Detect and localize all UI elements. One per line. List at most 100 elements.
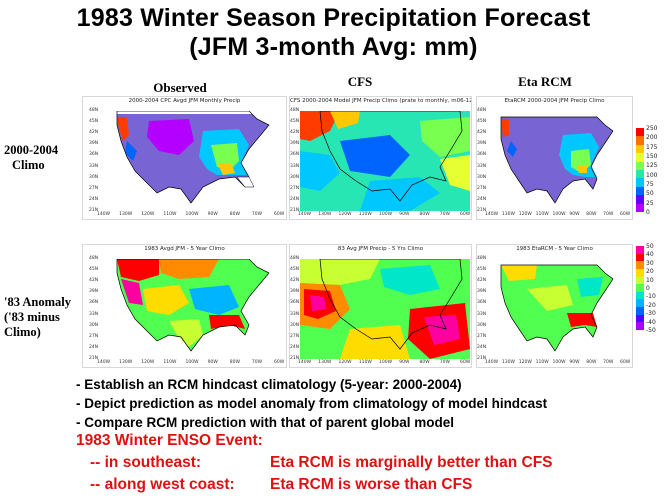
lat-tick-label: 33N [477,311,487,317]
row-label-climo-line2: Climo [12,158,45,172]
colorbar-climo-label: 200 [646,134,658,142]
colorbar-anomaly-label: 50 [646,243,654,250]
colorbar-anomaly-label: 0 [646,285,650,292]
lon-tick-label: 80W [419,212,430,217]
lon-tick-label: 140W [97,212,111,217]
lat-tick-label: 39N [477,289,487,295]
colorbar-climo: 250 200 175 150 125 100 75 50 25 0 [636,125,666,218]
lon-tick-label: 110W [535,212,549,217]
lat-tick-label: 42N [477,130,487,136]
lon-tick-label: 130W [119,212,133,217]
colorbar-climo-swatch [636,203,644,213]
row-label-anomaly-line3: Climo) [4,325,41,339]
map-panel-cfs-climo: CFS 2000-2004 Model JFM Precip Climo (pr… [289,96,472,220]
lon-tick-label: 70W [251,212,263,217]
lat-tick-label: 21N [89,208,99,213]
lon-tick-label: 90W [207,212,218,217]
row-label-anomaly-line2: ('83 minus [4,310,60,324]
lat-tick-label: 39N [290,289,300,295]
colorbar-anomaly-label: 30 [646,259,654,267]
colorbar-anomaly-swatch [636,268,644,278]
lat-tick-label: 27N [89,333,99,339]
colorbar-anomaly-label: -40 [646,318,656,326]
lat-tick-label: 30N [290,174,300,180]
enso-line1-region: -- in southeast: [90,454,202,471]
lat-tick-label: 24N [477,344,487,350]
lat-tick-label: 21N [89,356,99,361]
lon-tick-label: 110W [163,212,177,217]
lat-tick-label: 36N [477,152,487,158]
lat-tick-label: 27N [290,333,300,339]
colorbar-climo-label: 150 [646,153,658,160]
lon-tick-label: 140W [298,212,312,217]
lat-tick-label: 36N [477,300,487,306]
colorbar-climo-label: 0 [646,209,650,216]
lat-tick-label: 24N [290,344,300,350]
slide-title-line2: (JFM 3-month Avg: mm) [189,33,478,61]
lon-tick-label: 140W [485,212,499,217]
lon-tick-label: 70W [439,360,450,365]
lat-tick-label: 30N [477,322,487,328]
colorbar-climo-labels: 250 200 175 150 125 100 75 50 25 0 [646,125,666,218]
lat-tick-label: 36N [89,152,99,158]
colorbar-anomaly-swatch [636,276,644,285]
lat-tick-label: 30N [89,174,99,180]
colorbar-anomaly-swatch [636,291,644,300]
map-panel-cfs-anomaly: 83 Avg JFM Precip - 5 Yrs Climo 48N 45N 42… [289,244,472,368]
lat-tick-label: 24N [89,196,99,202]
lat-tick-label: 30N [89,322,99,328]
lat-tick-label: 45N [290,119,300,125]
lon-tick-label: 90W [569,360,580,365]
lat-tick-label: 48N [89,108,99,113]
colorbar-climo-label: 75 [646,181,654,188]
lon-tick-label: 100W [379,360,393,365]
lon-tick-label: 60W [620,360,631,365]
lon-tick-label: 90W [399,212,410,217]
lat-tick-label: 24N [89,344,99,350]
colorbar-climo-swatch [636,195,644,205]
lat-tick-label: 24N [477,196,487,202]
colorbar-anomaly-label: 10 [646,276,654,284]
lon-tick-label: 120W [141,360,155,365]
lat-tick-label: 21N [477,208,487,213]
lat-tick-label: 45N [290,267,300,273]
colorbar-anomaly-swatch [636,314,644,323]
lon-tick-label: 90W [207,360,218,365]
colorbar-climo-label: 125 [646,162,658,170]
lat-tick-label: 30N [477,174,487,180]
precip-map-eta-climo [487,111,630,211]
column-header-observed: Observed [153,80,207,95]
lon-tick-label: 80W [229,360,240,365]
lat-tick-label: 36N [290,152,300,158]
lon-tick-label: 90W [399,360,410,365]
row-label-climo: 2000-2004 Climo [4,143,74,173]
lon-tick-label: 70W [603,360,614,365]
lon-tick-label: 70W [603,212,614,217]
precip-map-cfs-climo [300,111,470,211]
lat-tick-label: 42N [290,130,300,136]
enso-heading: 1983 Winter ENSO Event: [76,432,263,449]
colorbar-climo-swatch [636,136,644,146]
colorbar-anomaly-label: -20 [646,301,656,309]
lon-tick-label: 110W [358,212,372,217]
lat-tick-label: 33N [290,311,300,317]
lat-tick-label: 24N [290,196,300,202]
lat-tick-label: 42N [89,130,99,136]
colorbar-anomaly-swatch [636,246,644,255]
lat-tick-label: 27N [290,185,300,191]
lon-tick-label: 100W [379,212,393,217]
lat-tick-label: 27N [477,185,487,191]
colorbar-climo-swatches [636,128,644,213]
colorbar-anomaly-swatch [636,299,644,308]
lon-tick-label: 60W [460,360,471,365]
bullet-1: - Establish an RCM hindcast climatology … [76,377,462,392]
colorbar-anomaly-labels: 50 40 30 20 10 0 -10 -20 -30 -40 -50 [646,243,666,336]
lon-tick-label: 80W [229,212,240,217]
panel-title: 1983 Avgd JFM - 5 Year Climo [144,246,225,252]
colorbar-climo-swatch [636,161,644,171]
lat-tick-label: 27N [89,185,99,191]
map-panel-eta-anomaly: 1983 EtaRCM - 5 Year Climo 48N 45N 42N 39N 3… [476,244,633,368]
row-label-climo-line1: 2000-2004 [4,143,59,157]
colorbar-climo-label: 250 [646,125,658,132]
lat-tick-label: 39N [477,141,487,147]
